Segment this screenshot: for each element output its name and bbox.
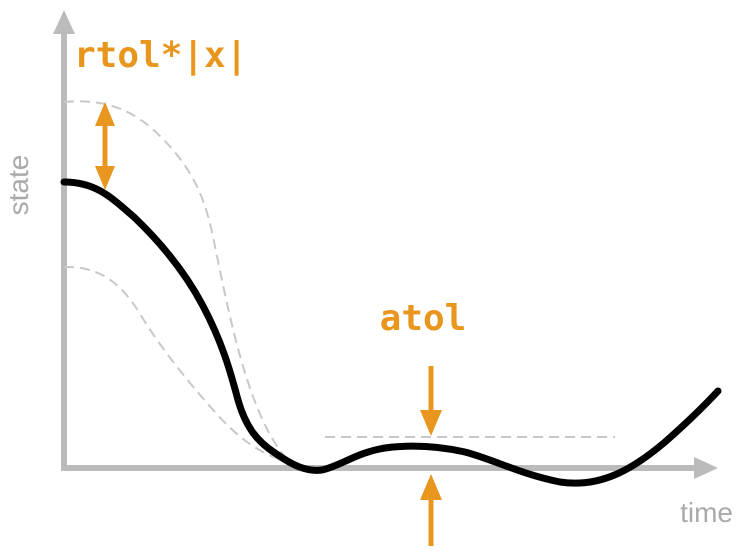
rtol-arrowhead-up (95, 102, 115, 126)
x-axis-label: time (680, 497, 733, 528)
upper-tolerance-envelope (63, 100, 291, 463)
y-axis-label: state (3, 155, 34, 216)
atol-arrowhead-top (420, 410, 442, 436)
state-curve (60, 178, 722, 487)
x-axis-arrowhead (694, 457, 718, 479)
atol-arrowhead-bottom (420, 474, 442, 500)
rtol-arrowhead-down (95, 166, 115, 190)
rtol-label: rtol*|x| (74, 35, 247, 76)
y-axis-arrowhead (53, 10, 75, 34)
atol-label: atol (380, 298, 467, 339)
lower-tolerance-envelope (63, 265, 291, 463)
